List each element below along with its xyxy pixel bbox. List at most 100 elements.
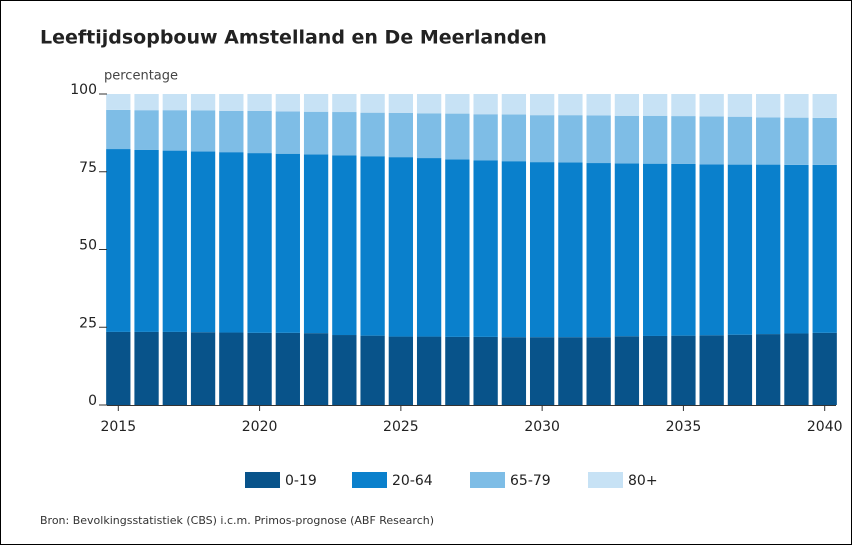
bar-segment (614, 336, 640, 405)
bar-segment (501, 114, 527, 162)
bar-segment (332, 112, 357, 156)
bar-segment (275, 153, 300, 333)
bar-segment (190, 151, 216, 333)
x-tick-label: 2030 (524, 419, 560, 435)
bar-segment (501, 94, 527, 115)
bar-segment (671, 163, 696, 336)
bar-segment (501, 337, 527, 405)
y-tick-label: 50 (79, 238, 97, 254)
bar-segment (445, 336, 470, 405)
bar-segment (416, 158, 442, 337)
bar-segment (416, 113, 442, 159)
bar-segment (727, 116, 753, 165)
bar-segment (558, 115, 583, 163)
bar-segment (134, 110, 159, 150)
bar-segment (756, 117, 781, 165)
bar-segment (360, 112, 385, 157)
bar-segment (756, 334, 781, 405)
bar-segment (671, 335, 696, 405)
bar-segment (247, 94, 272, 111)
bar-segment (275, 332, 300, 405)
x-tick-label: 2035 (666, 419, 702, 435)
bar-segment (190, 332, 216, 405)
bar-segment (671, 94, 696, 117)
y-tick-label: 25 (79, 315, 97, 331)
bar-segment (106, 331, 131, 405)
legend-swatch (352, 472, 387, 488)
bar-segment (332, 94, 357, 113)
bar-segment (219, 110, 244, 153)
x-tick-label: 2040 (807, 419, 843, 435)
bar-segment (643, 163, 668, 336)
y-axis-label: percentage (104, 69, 178, 84)
bar-segment (784, 333, 809, 405)
bar-segment (360, 94, 385, 113)
bar-segment (699, 164, 724, 336)
bar-segment (134, 149, 159, 332)
bar-segment (219, 152, 244, 333)
bar-segment (416, 336, 442, 405)
bar-segment (190, 94, 216, 111)
bar-segment (558, 337, 583, 405)
chart-title: Leeftijdsopbouw Amstelland en De Meerlan… (40, 27, 547, 49)
bar-segment (106, 149, 131, 332)
bar-segment (219, 94, 244, 111)
y-tick-label: 0 (88, 393, 97, 409)
bar-segment (473, 114, 498, 161)
y-tick-label: 75 (79, 160, 97, 176)
legend-swatch (470, 472, 505, 488)
bar-segment (812, 164, 837, 333)
bar-segment (303, 333, 329, 405)
bar-segment (812, 94, 837, 118)
bar-segment (812, 332, 837, 405)
bar-segment (643, 94, 668, 116)
bar-segment (303, 111, 329, 155)
bar-segment (445, 159, 470, 337)
bar-segment (784, 94, 809, 118)
y-tick-label: 100 (70, 82, 97, 98)
bar-segment (473, 94, 498, 115)
bar-segment (388, 112, 414, 158)
bar-segment (275, 94, 300, 112)
bar-segment (727, 164, 753, 335)
bar-segment (699, 94, 724, 117)
bar-segment (445, 94, 470, 114)
legend-label: 65-79 (510, 473, 551, 489)
bar-segment (162, 150, 187, 332)
bar-segment (756, 94, 781, 118)
bar-segment (162, 331, 187, 405)
bar-segment (303, 94, 329, 112)
bar-segment (784, 117, 809, 165)
bar-segment (529, 115, 555, 163)
bar-segment (529, 162, 555, 338)
legend-swatch (588, 472, 623, 488)
bar-segment (586, 115, 611, 164)
bar-segment (247, 153, 272, 333)
bar-segment (247, 332, 272, 405)
bar-segment (643, 115, 668, 164)
bar-segment (699, 116, 724, 165)
bar-segment (727, 334, 753, 405)
bar-segment (332, 155, 357, 336)
bar-segment (416, 94, 442, 114)
bar-segment (219, 332, 244, 405)
bar-segment (388, 336, 414, 405)
bar-segment (275, 111, 300, 154)
bar-segment (106, 109, 131, 150)
bar-segment (360, 156, 385, 336)
bar-segment (812, 117, 837, 165)
bar-segment (360, 335, 385, 405)
x-tick-label: 2015 (100, 419, 136, 435)
bar-segment (332, 335, 357, 405)
legend-label: 20-64 (392, 473, 433, 489)
bar-segment (727, 94, 753, 117)
legend-label: 0-19 (285, 473, 317, 489)
bar-segment (643, 335, 668, 405)
bar-segment (473, 160, 498, 337)
bar-segment (190, 110, 216, 152)
bar-segment (586, 337, 611, 405)
bar-segment (303, 154, 329, 334)
bar-segment (529, 94, 555, 116)
bar-segment (558, 162, 583, 338)
